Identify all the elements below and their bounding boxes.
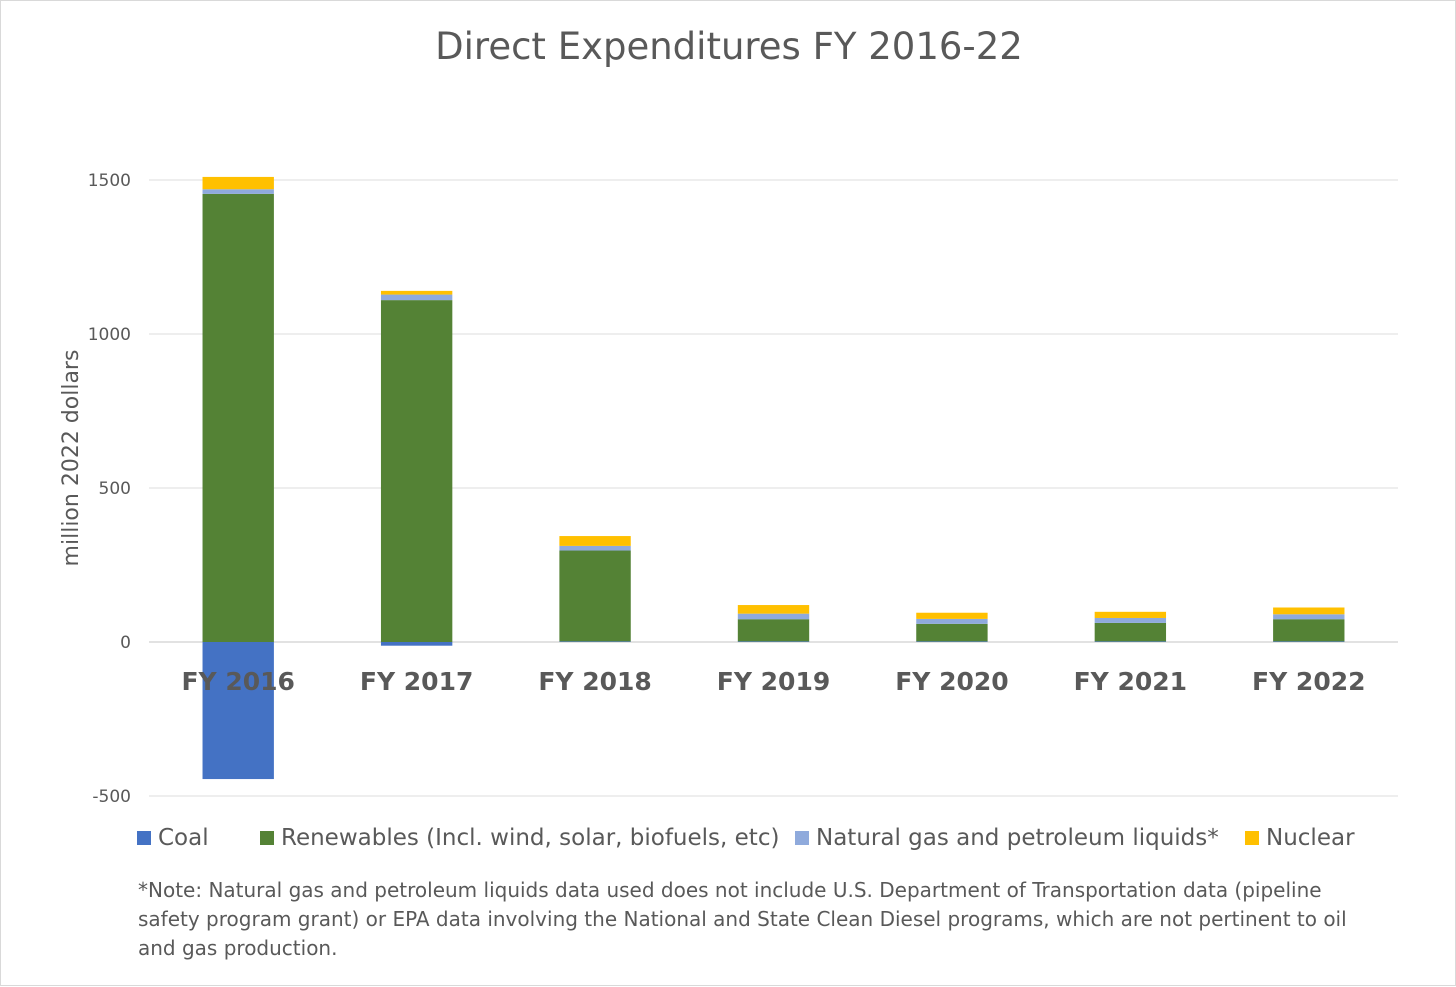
legend-label-renewables: Renewables (Incl. wind, solar, biofuels,… <box>281 825 780 851</box>
y-tick-labels: -500 0 500 1000 1500 <box>88 171 131 807</box>
bar-fy-2021-series-0 <box>1094 641 1167 642</box>
legend: Coal Renewables (Incl. wind, solar, biof… <box>137 821 1377 855</box>
bar-fy-2016-series-3 <box>202 176 274 190</box>
legend-swatch-nuclear <box>1245 831 1259 845</box>
x-tick-label: FY 2020 <box>895 667 1008 696</box>
bar-fy-2020-series-0 <box>916 641 988 642</box>
bar-fy-2021-series-1 <box>1094 622 1167 642</box>
bar-fy-2019-series-2 <box>737 613 810 620</box>
x-tick-label: FY 2019 <box>717 667 830 696</box>
chart-title: Direct Expenditures FY 2016-22 <box>435 25 1023 68</box>
y-tick-label: -500 <box>92 787 131 807</box>
bar-fy-2018-series-3 <box>559 536 631 546</box>
y-tick-label: 0 <box>120 633 131 653</box>
legend-item-coal[interactable]: Coal <box>137 821 209 855</box>
bar-fy-2019-series-1 <box>737 619 810 642</box>
legend-swatch-natural-gas <box>795 831 809 845</box>
gridlines <box>149 179 1398 797</box>
bar-fy-2019-series-0 <box>737 641 810 642</box>
bar-fy-2021-series-2 <box>1094 617 1167 623</box>
bar-fy-2016-series-0 <box>202 642 274 780</box>
bar-fy-2022-series-2 <box>1273 614 1345 620</box>
legend-label-coal: Coal <box>158 825 209 851</box>
bar-fy-2021-series-3 <box>1094 611 1167 618</box>
x-tick-labels: FY 2016 FY 2017 FY 2018 FY 2019 FY 2020 FY 20… <box>181 667 1365 696</box>
bar-fy-2020-series-1 <box>916 623 988 642</box>
legend-swatch-coal <box>137 831 151 845</box>
legend-item-nuclear[interactable]: Nuclear <box>1245 821 1355 855</box>
bar-fy-2022-series-0 <box>1273 641 1345 642</box>
legend-label-natural-gas: Natural gas and petroleum liquids* <box>816 825 1219 851</box>
bar-fy-2016-series-2 <box>202 189 274 194</box>
bar-fy-2022-series-1 <box>1273 619 1345 642</box>
x-tick-label: FY 2016 <box>181 667 294 696</box>
legend-swatch-renewables <box>260 831 274 845</box>
y-tick-label: 1500 <box>88 171 131 191</box>
bar-fy-2017-series-0 <box>380 642 453 646</box>
y-axis-label: million 2022 dollars <box>59 350 84 567</box>
bar-fy-2022-series-3 <box>1273 607 1345 615</box>
x-tick-label: FY 2022 <box>1252 667 1365 696</box>
bar-fy-2018-series-0 <box>559 641 631 642</box>
bar-fy-2020-series-2 <box>916 618 988 624</box>
y-tick-label: 500 <box>99 479 131 499</box>
bar-fy-2017-series-3 <box>380 290 453 295</box>
bars <box>202 176 1345 780</box>
bar-fy-2017-series-1 <box>380 300 453 642</box>
bar-fy-2016-series-1 <box>202 193 274 643</box>
bar-fy-2017-series-2 <box>380 294 453 301</box>
legend-item-renewables[interactable]: Renewables (Incl. wind, solar, biofuels,… <box>260 821 779 855</box>
legend-item-natural-gas[interactable]: Natural gas and petroleum liquids* <box>795 821 1219 855</box>
x-tick-label: FY 2017 <box>360 667 473 696</box>
x-tick-label: FY 2021 <box>1074 667 1187 696</box>
legend-label-nuclear: Nuclear <box>1266 825 1355 851</box>
y-tick-label: 1000 <box>88 325 131 345</box>
footnote: *Note: Natural gas and petroleum liquids… <box>138 878 1347 960</box>
bar-fy-2020-series-3 <box>916 612 988 619</box>
bar-fy-2018-series-2 <box>559 545 631 551</box>
bar-fy-2019-series-3 <box>737 605 810 614</box>
bar-fy-2018-series-1 <box>559 550 631 642</box>
x-tick-label: FY 2018 <box>538 667 651 696</box>
